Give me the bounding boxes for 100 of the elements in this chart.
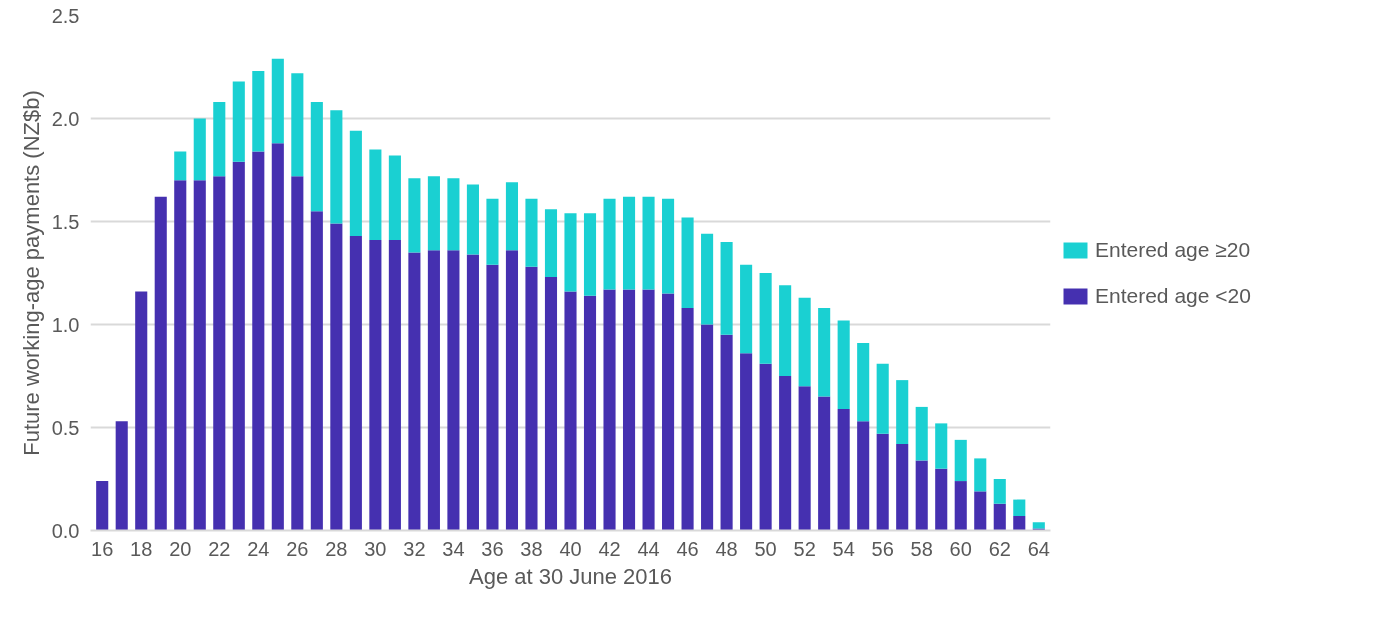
bar [174, 151, 187, 181]
bar [369, 149, 382, 241]
bar [837, 320, 850, 409]
bar [486, 198, 499, 265]
bar [408, 252, 421, 531]
bar [135, 291, 148, 531]
bar [232, 81, 245, 162]
bar [193, 118, 206, 181]
bar [291, 73, 304, 177]
x-tick-label: 44 [637, 537, 660, 560]
bar [505, 250, 519, 531]
bar [993, 479, 1006, 504]
bar [1013, 516, 1026, 531]
bar [818, 308, 831, 397]
bar [974, 491, 987, 531]
bar [388, 240, 401, 531]
bar [447, 250, 460, 531]
x-tick-label: 48 [715, 537, 738, 560]
bar [505, 182, 519, 251]
x-tick-label: 38 [520, 537, 543, 560]
bar [740, 264, 753, 354]
bar [388, 155, 401, 241]
bar [622, 196, 636, 290]
y-tick-label: 0.5 [51, 416, 80, 439]
bar [779, 285, 792, 376]
bar [701, 324, 714, 531]
x-tick-label: 22 [208, 537, 231, 560]
bar [954, 481, 967, 531]
bar [310, 211, 323, 531]
bar [701, 233, 714, 325]
bar [720, 242, 733, 335]
bar [213, 176, 226, 531]
x-tick-label: 58 [910, 537, 933, 560]
bar [447, 178, 460, 251]
bar [798, 297, 811, 387]
bar [564, 291, 577, 531]
bar [935, 468, 948, 531]
x-tick-label: 60 [949, 537, 972, 560]
x-axis-title: Age at 30 June 2016 [468, 563, 673, 589]
bar [544, 209, 558, 278]
bar [876, 363, 889, 434]
bar [427, 250, 440, 531]
x-tick-label: 46 [676, 537, 699, 560]
x-tick-label: 42 [598, 537, 621, 560]
bar [544, 277, 558, 531]
bar [681, 217, 694, 309]
bar [1032, 528, 1045, 531]
legend-label: Entered age ≥20 [1095, 237, 1251, 262]
x-tick-label: 40 [559, 537, 582, 560]
bar [857, 421, 870, 531]
y-tick-label: 1.0 [51, 313, 80, 336]
bar [96, 481, 109, 531]
x-tick-label: 20 [169, 537, 192, 560]
x-tick-label: 18 [130, 537, 153, 560]
x-tick-label: 34 [442, 537, 465, 560]
bar [154, 196, 167, 531]
bar [603, 198, 616, 290]
bar [915, 406, 928, 461]
bar [642, 196, 655, 290]
x-tick-label: 26 [286, 537, 309, 560]
bar [720, 334, 733, 531]
x-tick-label: 30 [364, 537, 387, 560]
bar [876, 433, 889, 531]
y-tick-label: 2.5 [51, 4, 80, 27]
bar [837, 408, 850, 531]
bar [662, 198, 675, 294]
bar [330, 223, 343, 531]
x-tick-label: 24 [247, 537, 270, 560]
bar [193, 180, 206, 531]
bar [232, 161, 245, 531]
bar [466, 254, 479, 531]
bar [213, 102, 226, 177]
bar [603, 289, 616, 531]
bar [1013, 499, 1026, 517]
bar [330, 110, 343, 224]
x-tick-label: 64 [1027, 537, 1050, 560]
y-axis-title: Future working-age payments (NZ$b) [18, 90, 44, 456]
bar [954, 439, 967, 482]
bar [798, 386, 811, 531]
bar [252, 71, 265, 152]
bar [427, 176, 440, 251]
x-tick-label: 32 [403, 537, 426, 560]
bar [915, 460, 928, 531]
bar [759, 363, 772, 531]
bar [271, 58, 284, 144]
bar [818, 396, 831, 531]
bar [349, 130, 362, 236]
bar [564, 213, 577, 292]
y-tick-label: 1.5 [51, 210, 80, 233]
bar [993, 503, 1006, 531]
y-tick-label: 0.0 [51, 519, 80, 542]
bar [896, 380, 909, 444]
y-tick-label: 2.0 [51, 107, 80, 130]
x-tick-label: 52 [793, 537, 816, 560]
bar [174, 180, 187, 531]
x-tick-label: 50 [754, 537, 777, 560]
bar [291, 176, 304, 531]
bar [252, 151, 265, 531]
x-tick-label: 62 [988, 537, 1011, 560]
bar [408, 178, 421, 253]
